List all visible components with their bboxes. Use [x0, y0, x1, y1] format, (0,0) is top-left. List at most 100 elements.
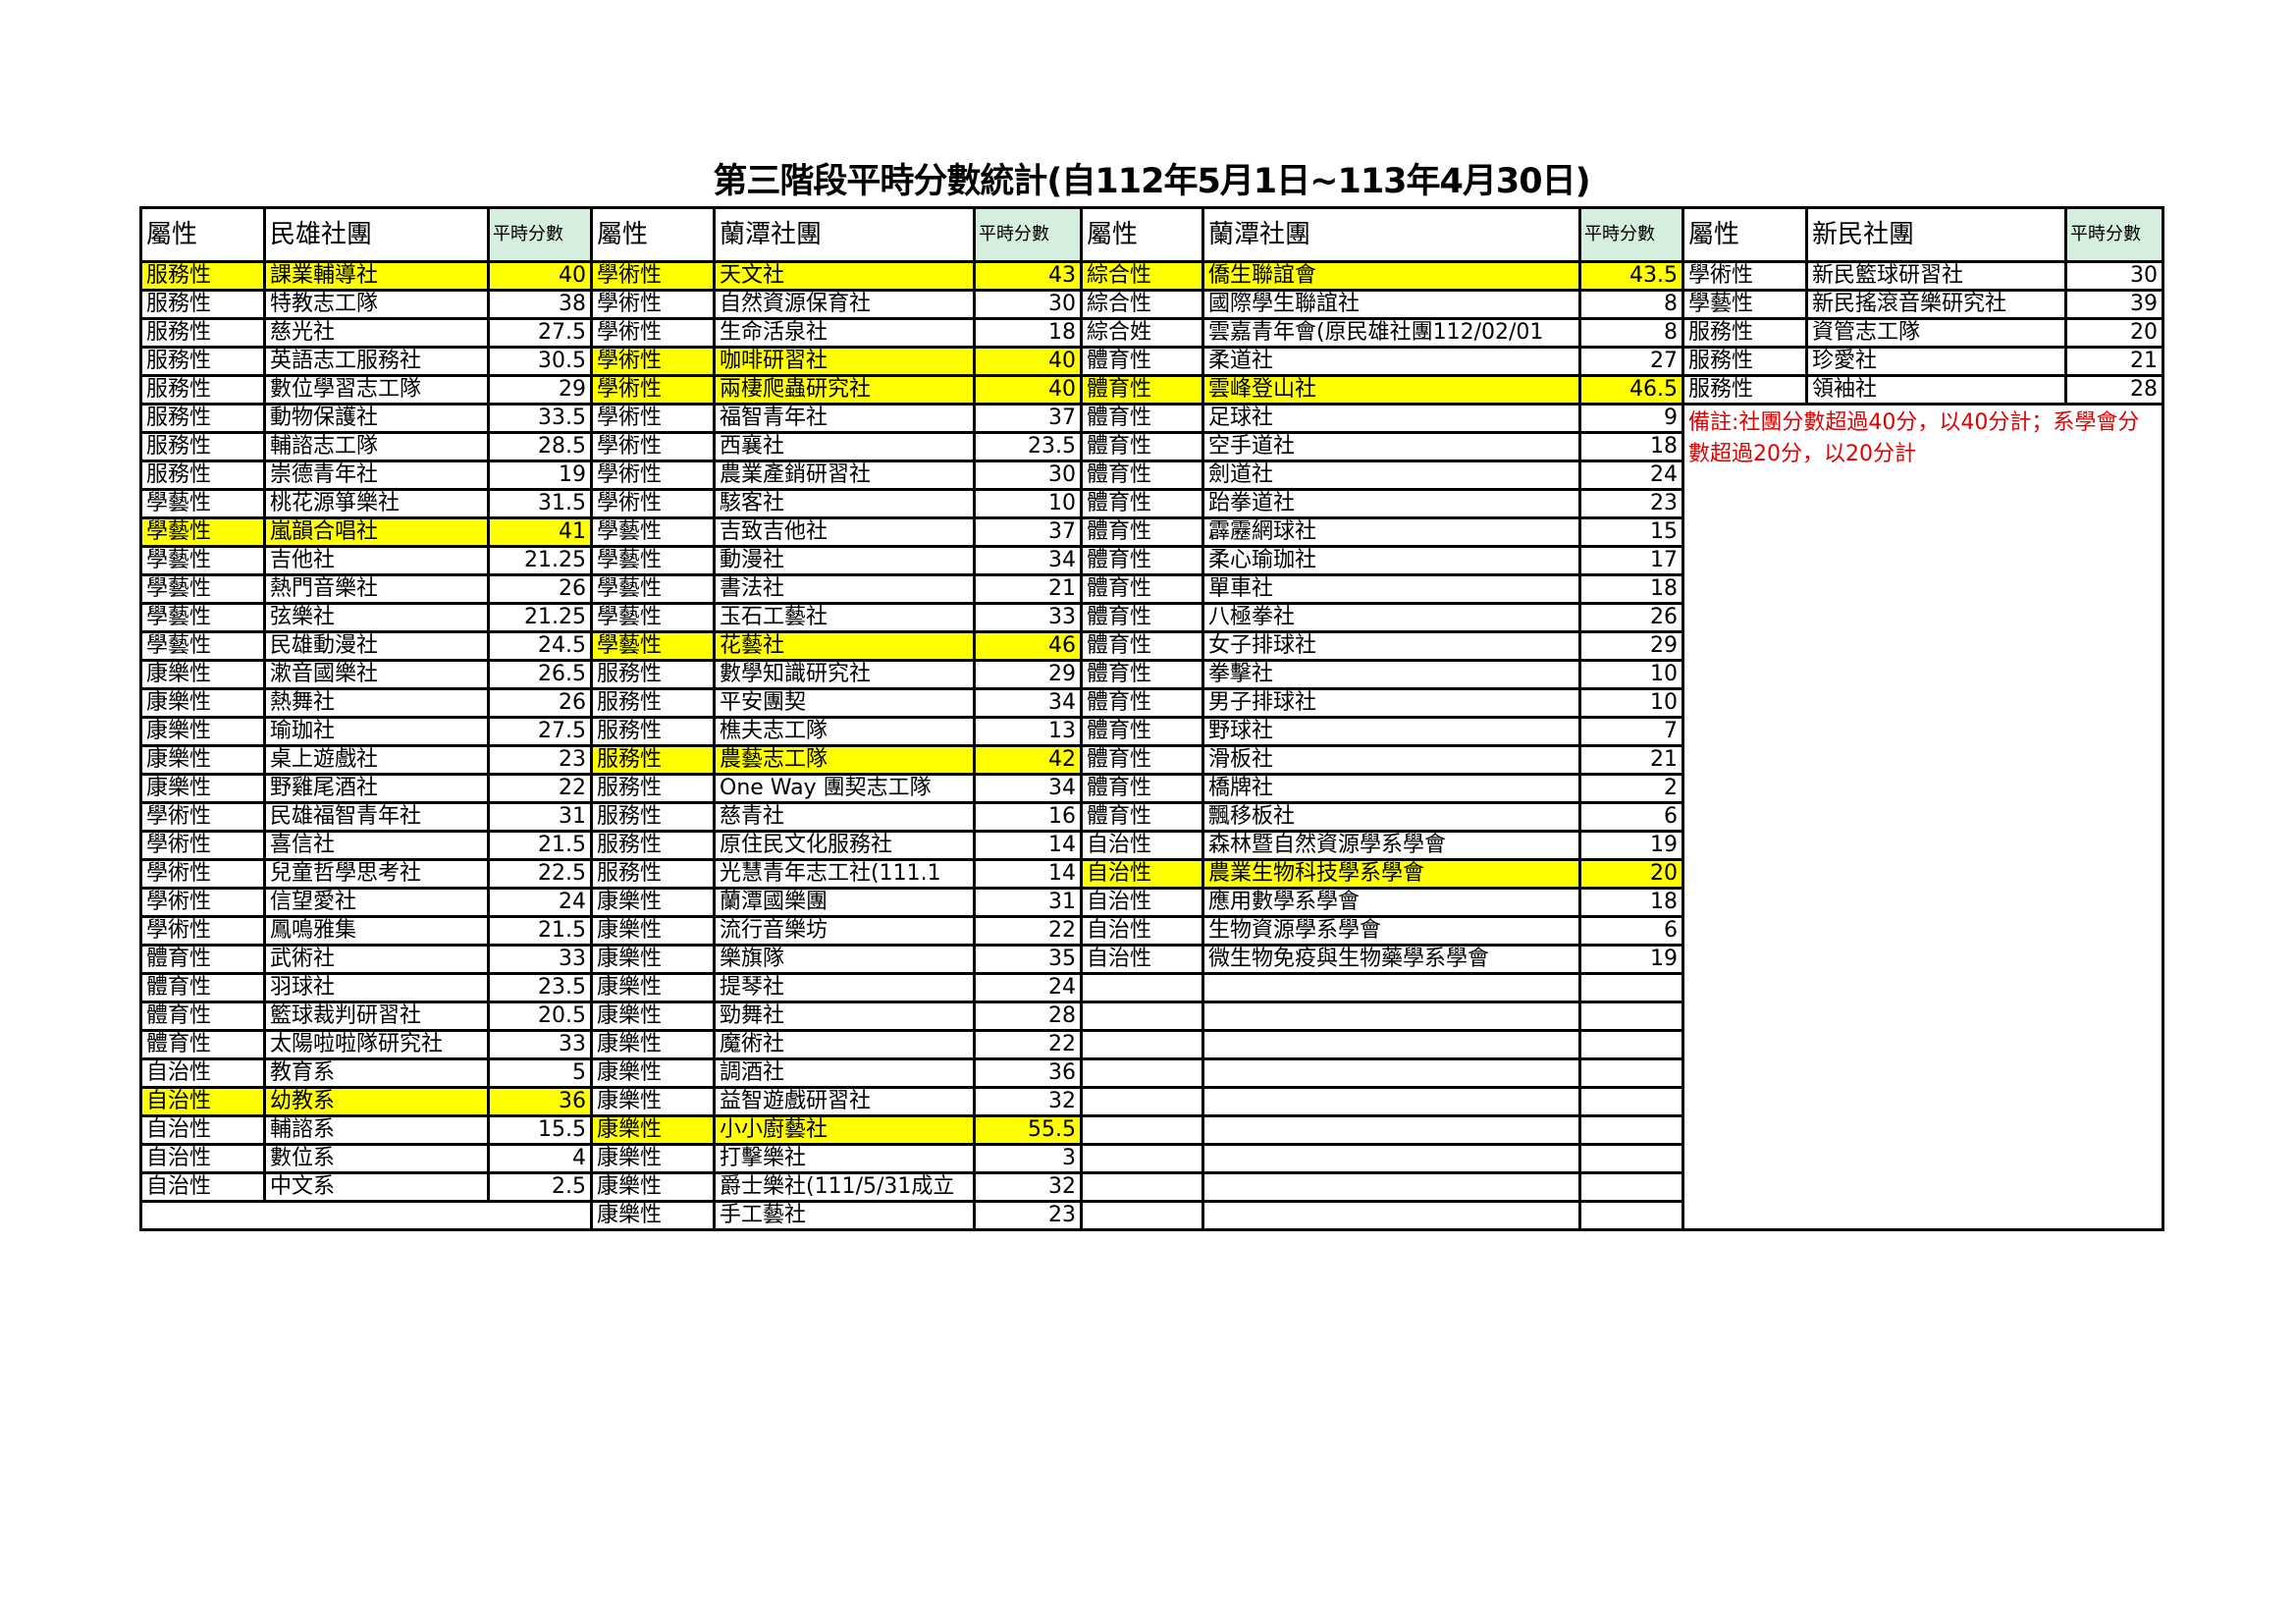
- club-score: 36: [973, 1057, 1083, 1089]
- table-row: 學藝性 桃花源箏樂社 31.5 學術性 駭客社 10 體育性 跆拳道社 23: [139, 488, 2163, 519]
- club-score: 46.5: [1578, 374, 1684, 406]
- empty-cell: [1080, 1086, 1204, 1117]
- column-header-attribute: 屬性: [1682, 206, 1808, 263]
- club-attribute: 體育性: [1080, 346, 1204, 377]
- table-row: 學藝性 弦樂社 21.25 學藝性 玉石工藝社 33 體育性 八極拳社 26: [139, 602, 2163, 633]
- club-name: 柔心瑜珈社: [1201, 545, 1581, 576]
- club-score: 18: [973, 317, 1083, 349]
- empty-cell: [1578, 1200, 1684, 1231]
- club-score: 46: [973, 630, 1083, 662]
- club-score: 2.5: [487, 1171, 593, 1203]
- table-row: 服務性 崇德青年社 19 學術性 農業產銷研習社 30 體育性 劍道社 24: [139, 460, 2163, 491]
- club-score: 6: [1578, 915, 1684, 947]
- club-score: 9: [1578, 403, 1684, 434]
- club-attribute: 學術性: [590, 260, 716, 292]
- club-name: 飄移板社: [1201, 801, 1581, 833]
- club-name: 英語志工服務社: [263, 346, 490, 377]
- empty-cell: [139, 1200, 593, 1231]
- club-name: 劍道社: [1201, 460, 1581, 491]
- empty-cell: [1080, 1200, 1204, 1231]
- empty-cell: [1578, 1114, 1684, 1146]
- club-score: 30: [2064, 260, 2164, 292]
- club-name: 森林暨自然資源學系學會: [1201, 830, 1581, 861]
- club-score: 34: [973, 545, 1083, 576]
- club-name: 花藝社: [713, 630, 976, 662]
- club-attribute: 自治性: [1080, 915, 1204, 947]
- club-score: 33: [973, 602, 1083, 633]
- club-attribute: 服務性: [1682, 317, 1808, 349]
- column-header-attribute: 屬性: [590, 206, 716, 263]
- club-score: 16: [973, 801, 1083, 833]
- club-name: 籃球裁判研習社: [263, 1001, 490, 1032]
- empty-cell: [1201, 1171, 1581, 1203]
- club-score: 29: [1578, 630, 1684, 662]
- club-attribute: 體育性: [139, 1001, 266, 1032]
- club-score: 20.5: [487, 1001, 593, 1032]
- club-name: 桃花源箏樂社: [263, 488, 490, 519]
- club-score: 40: [973, 374, 1083, 406]
- club-name: 天文社: [713, 260, 976, 292]
- club-attribute: 學藝性: [139, 488, 266, 519]
- club-score: 18: [1578, 887, 1684, 918]
- club-name: 西襄社: [713, 431, 976, 462]
- club-attribute: 體育性: [139, 972, 266, 1003]
- empty-cell: [1578, 972, 1684, 1003]
- club-name: 玉石工藝社: [713, 602, 976, 633]
- club-score: 29: [487, 374, 593, 406]
- club-attribute: 服務性: [139, 317, 266, 349]
- empty-cell: [1201, 1057, 1581, 1089]
- club-name: 民雄動漫社: [263, 630, 490, 662]
- club-score: 21.25: [487, 602, 593, 633]
- club-name: 提琴社: [713, 972, 976, 1003]
- club-name: 雲嘉青年會(原民雄社團112/02/01: [1201, 317, 1581, 349]
- table-row: 服務性 輔諮志工隊 28.5 學術性 西襄社 23.5 體育性 空手道社 18: [139, 431, 2163, 462]
- club-name: 平安團契: [713, 687, 976, 719]
- club-attribute: 服務性: [139, 374, 266, 406]
- club-name: 勁舞社: [713, 1001, 976, 1032]
- club-score: 32: [973, 1171, 1083, 1203]
- club-score: 29: [973, 659, 1083, 690]
- club-score: 14: [973, 858, 1083, 890]
- club-score: 39: [2064, 289, 2164, 320]
- empty-cell: [1578, 1001, 1684, 1032]
- club-score: 6: [1578, 801, 1684, 833]
- club-name: 漱音國樂社: [263, 659, 490, 690]
- table-row: 自治性 輔諮系 15.5 康樂性 小小廚藝社 55.5: [139, 1114, 2163, 1146]
- club-name: 書法社: [713, 573, 976, 605]
- club-name: 柔道社: [1201, 346, 1581, 377]
- table-row: 學術性 兒童哲學思考社 22.5 服務性 光慧青年志工社(111.1 14 自治性 農業生物科…: [139, 858, 2163, 890]
- club-score: 26: [487, 687, 593, 719]
- club-name: 橋牌社: [1201, 773, 1581, 804]
- club-score: 31: [973, 887, 1083, 918]
- table-row: 服務性 動物保護社 33.5 學術性 福智青年社 37 體育性 足球社 9 備註:社團分數超過40…: [139, 403, 2164, 1231]
- club-attribute: 自治性: [1080, 830, 1204, 861]
- club-attribute: 自治性: [139, 1057, 266, 1089]
- empty-cell: [1578, 1143, 1684, 1174]
- empty-cell: [1201, 1114, 1581, 1146]
- club-score: 4: [487, 1143, 593, 1174]
- club-name: 國際學生聯誼社: [1201, 289, 1581, 320]
- club-name: 女子排球社: [1201, 630, 1581, 662]
- club-score: 23: [487, 744, 593, 776]
- club-attribute: 學藝性: [590, 573, 716, 605]
- club-name: 手工藝社: [713, 1200, 976, 1231]
- club-score: 30: [973, 289, 1083, 320]
- club-attribute: 體育性: [139, 1029, 266, 1060]
- table-row: 自治性 幼教系 36 康樂性 益智遊戲研習社 32: [139, 1086, 2163, 1117]
- empty-cell: [1080, 1057, 1204, 1089]
- club-name: 慈光社: [263, 317, 490, 349]
- table-row: 體育性 籃球裁判研習社 20.5 康樂性 勁舞社 28: [139, 1001, 2163, 1032]
- table-row: 康樂性 漱音國樂社 26.5 服務性 數學知識研究社 29 體育性 拳擊社 10: [139, 659, 2163, 690]
- column-header-score: 平時分數: [973, 206, 1083, 263]
- club-score: 37: [973, 403, 1083, 434]
- table-row: 自治性 數位系 4 康樂性 打擊樂社 3: [139, 1143, 2163, 1174]
- club-name: 崇德青年社: [263, 460, 490, 491]
- club-attribute: 體育性: [1080, 716, 1204, 747]
- club-score: 26: [1578, 602, 1684, 633]
- club-attribute: 學術性: [590, 460, 716, 491]
- header-row: 屬性 民雄社團 平時分數 屬性 蘭潭社團 平時分數 屬性 蘭潭社團 平時分數 屬性 新民社團 平時分數: [139, 206, 2164, 263]
- club-score: 31.5: [487, 488, 593, 519]
- club-attribute: 服務性: [590, 830, 716, 861]
- club-score: 33: [487, 1029, 593, 1060]
- remark-note: 備註:社團分數超過40分，以40分計；系學會分數超過20分，以20分計: [1682, 403, 2164, 1231]
